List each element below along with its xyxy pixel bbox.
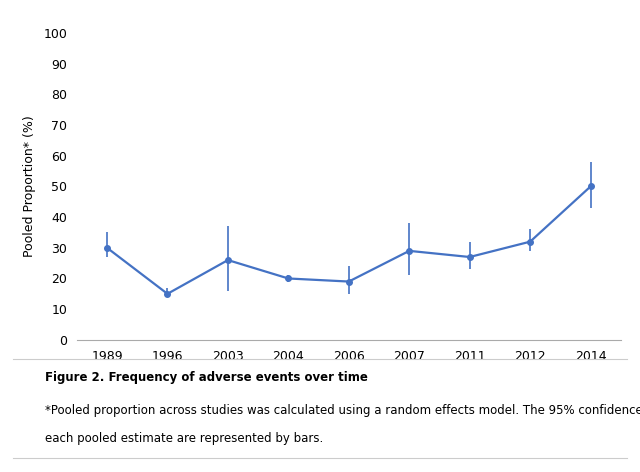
Text: Figure 2. Frequency of adverse events over time: Figure 2. Frequency of adverse events ov…	[45, 371, 367, 384]
Text: *Pooled proportion across studies was calculated using a random effects model. T: *Pooled proportion across studies was ca…	[45, 404, 640, 417]
Text: each pooled estimate are represented by bars.: each pooled estimate are represented by …	[45, 432, 323, 445]
Y-axis label: Pooled Proportion* (%): Pooled Proportion* (%)	[23, 116, 36, 257]
